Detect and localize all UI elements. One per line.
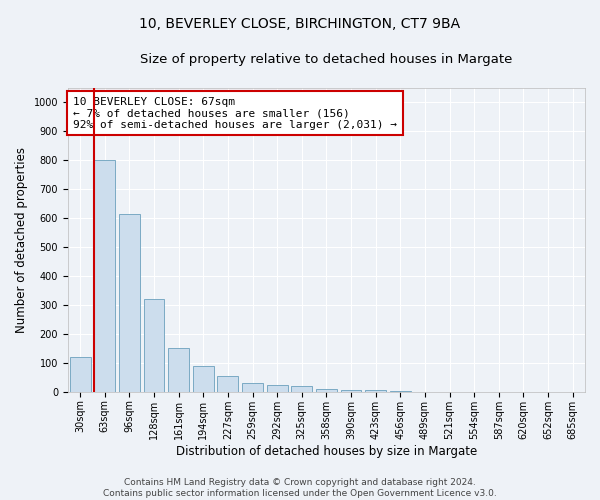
Text: 10, BEVERLEY CLOSE, BIRCHINGTON, CT7 9BA: 10, BEVERLEY CLOSE, BIRCHINGTON, CT7 9BA (139, 18, 461, 32)
Bar (291, 386, 312, 392)
Bar (365, 390, 386, 392)
Y-axis label: Number of detached properties: Number of detached properties (15, 146, 28, 332)
Bar (143, 299, 164, 392)
Bar (266, 384, 287, 392)
Bar (341, 390, 361, 392)
Text: Contains HM Land Registry data © Crown copyright and database right 2024.
Contai: Contains HM Land Registry data © Crown c… (103, 478, 497, 498)
Bar (119, 214, 140, 392)
Bar (217, 376, 238, 392)
Bar (193, 366, 214, 392)
Bar (70, 357, 91, 392)
Bar (390, 391, 411, 392)
Text: 10 BEVERLEY CLOSE: 67sqm
← 7% of detached houses are smaller (156)
92% of semi-d: 10 BEVERLEY CLOSE: 67sqm ← 7% of detache… (73, 96, 397, 130)
Title: Size of property relative to detached houses in Margate: Size of property relative to detached ho… (140, 52, 512, 66)
Bar (168, 348, 189, 392)
X-axis label: Distribution of detached houses by size in Margate: Distribution of detached houses by size … (176, 444, 477, 458)
Bar (242, 383, 263, 392)
Bar (94, 160, 115, 392)
Bar (316, 389, 337, 392)
